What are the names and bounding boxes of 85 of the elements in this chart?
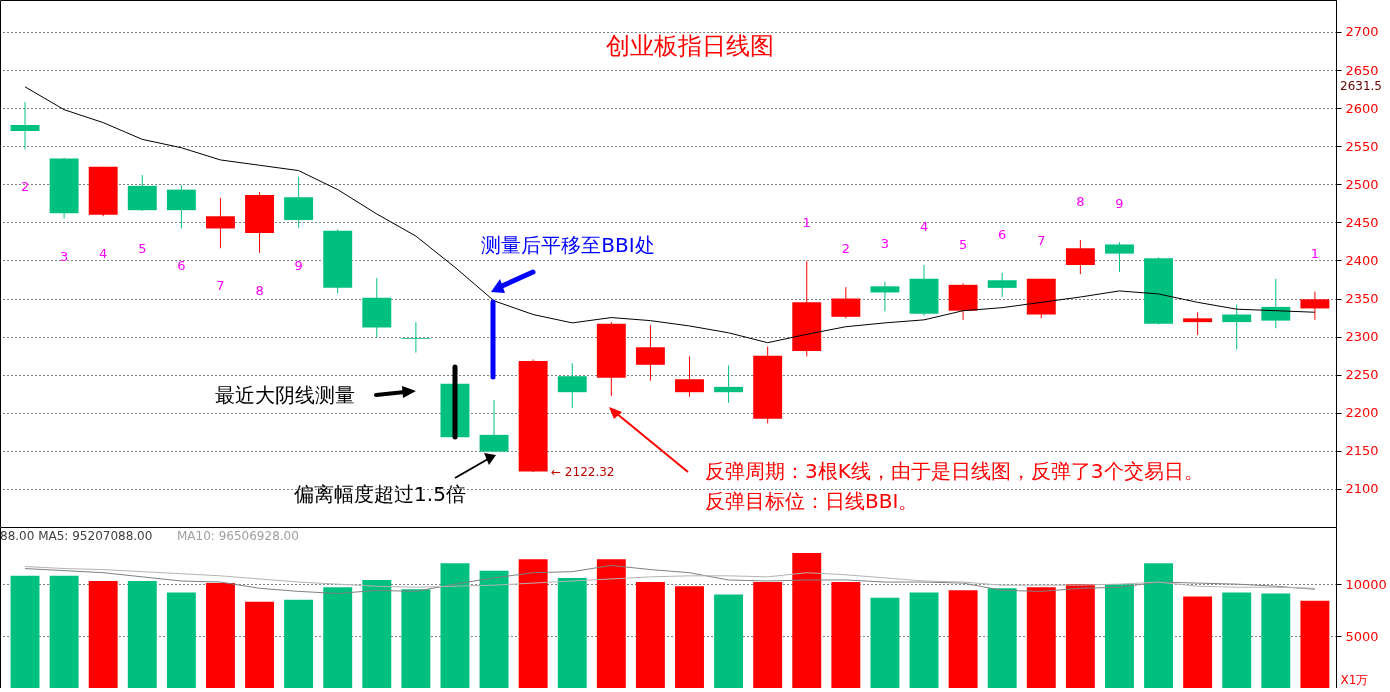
y-tick-label: 2100 [1345,481,1379,497]
text: 4 [919,219,929,235]
y-tick-label: 10000 [1345,576,1387,592]
bar [166,592,196,688]
bar [635,582,665,688]
annotation: ← 2122.32 [551,465,615,479]
text: 6 [177,258,186,274]
bar [284,599,314,688]
y-tick-label: 2250 [1345,367,1379,383]
y-tick-label: 2600 [1345,100,1379,116]
bar [1144,563,1174,688]
annotation: 最近大阴线测量 [215,383,355,407]
annotation: 测量后平移至BBI处 [481,233,655,257]
y-tick-label: 2450 [1345,214,1379,230]
candlestick [1183,311,1213,336]
bar [675,586,704,688]
annotation: 偏离幅度超过1.5倍 [294,482,466,506]
y-axis-title: X1万 [1340,672,1369,687]
candlestick [870,281,900,312]
bar [987,588,1017,688]
y-tick-label: 5000 [1345,628,1379,644]
text: 3 [880,235,890,251]
bar [1104,584,1134,688]
y-tick-label: 2350 [1345,291,1379,307]
candlestick [987,272,1017,298]
bar [88,581,118,688]
annotation: 88.00 MA5: 95207088.00 [0,529,153,543]
candlestick [1222,304,1252,351]
text: 5 [958,237,968,253]
text: 6 [998,226,1007,242]
text: 5 [138,240,147,256]
bar [948,590,978,688]
y-tick-label: 2650 [1345,62,1379,78]
text: 8 [255,282,264,298]
bar [909,592,939,688]
text: 7 [1037,232,1046,248]
bar [753,582,783,688]
y-tick-label: 2500 [1345,176,1379,192]
bar [401,589,431,688]
text: 2 [841,241,850,257]
text: 2 [20,179,30,195]
bar [831,582,861,688]
text: 9 [294,257,303,273]
text: 创业板指日线图 [606,32,774,60]
bar [440,563,470,688]
bar [518,559,548,688]
bar [596,559,626,688]
y-tick-label: 2550 [1345,138,1379,154]
candlestick [401,321,431,354]
text: 8 [1076,193,1085,209]
text: 1 [802,215,811,231]
bar [10,575,40,688]
y-tick-label: 2200 [1345,405,1379,421]
bar [49,575,79,688]
candlestick [10,101,40,150]
bar [1261,593,1291,688]
bar [1222,592,1252,688]
bar [714,594,744,688]
bar [792,552,822,688]
bar [1183,596,1213,688]
bar [1300,600,1330,688]
text: 4 [99,246,108,262]
annotation: MA10: 96506928.00 [177,529,299,543]
bar [1065,584,1095,688]
bar [557,577,587,688]
y-tick-label: 2400 [1345,252,1379,268]
annotation: 反弹目标位：日线BBI。 [705,489,919,513]
y-tick-label: 2300 [1345,329,1379,345]
text: 1 [1310,245,1320,261]
bar [205,583,235,688]
y-tick-label: 2700 [1345,24,1379,40]
bar [362,579,392,688]
text: 3 [59,248,69,264]
text: 7 [216,278,225,294]
bar [127,581,157,688]
text: 9 [1115,196,1124,212]
bar [870,597,900,688]
text: 2631.5 [1340,79,1382,93]
bar [245,601,274,688]
bar [479,570,509,688]
bar [323,587,353,688]
annotation: 反弹周期：3根K线，由于是日线图，反弹了3个交易日。 [705,459,1204,483]
bar [1026,587,1056,688]
candlestick [714,365,744,404]
y-tick-label: 2150 [1345,443,1379,459]
